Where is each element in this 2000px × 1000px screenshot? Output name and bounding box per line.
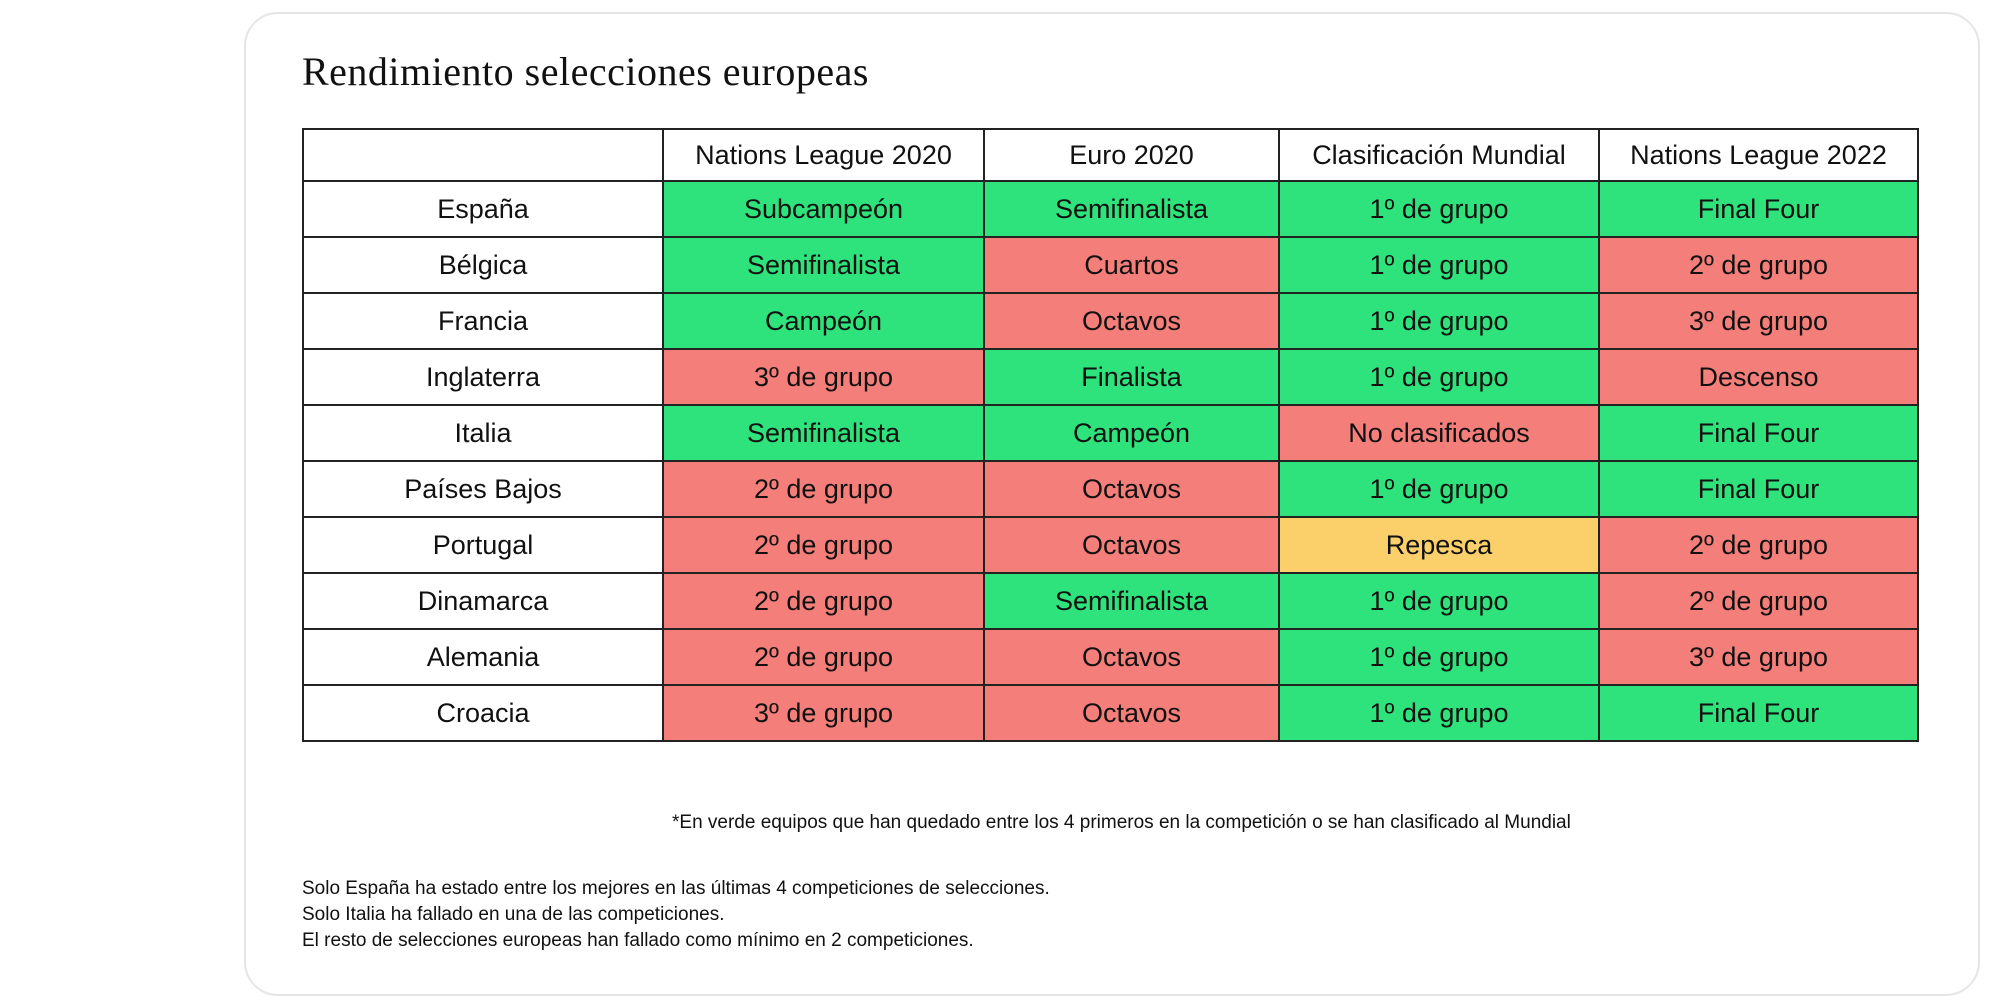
result-cell: 2º de grupo: [662, 460, 985, 518]
summary-line: El resto de selecciones europeas han fal…: [302, 930, 974, 951]
result-cell: 2º de grupo: [662, 516, 985, 574]
result-cell: 2º de grupo: [1598, 236, 1919, 294]
header-nations-league-2022: Nations League 2022: [1598, 128, 1919, 182]
header-clasificacion-mundial: Clasificación Mundial: [1278, 128, 1600, 182]
team-name: España: [302, 180, 664, 238]
result-cell: 2º de grupo: [662, 628, 985, 686]
result-cell: 2º de grupo: [1598, 572, 1919, 630]
table-row: Italia Semifinalista Campeón No clasific…: [302, 404, 1919, 462]
result-cell: Semifinalista: [662, 236, 985, 294]
team-name: Italia: [302, 404, 664, 462]
table-row: Alemania 2º de grupo Octavos 1º de grupo…: [302, 628, 1919, 686]
result-cell: 1º de grupo: [1278, 348, 1600, 406]
table-row: Dinamarca 2º de grupo Semifinalista 1º d…: [302, 572, 1919, 630]
result-cell: Octavos: [983, 292, 1280, 350]
team-name: Alemania: [302, 628, 664, 686]
result-cell: Semifinalista: [983, 572, 1280, 630]
table-row: Croacia 3º de grupo Octavos 1º de grupo …: [302, 684, 1919, 742]
result-cell: 1º de grupo: [1278, 236, 1600, 294]
header-nations-league-2020: Nations League 2020: [662, 128, 985, 182]
result-cell: 3º de grupo: [1598, 292, 1919, 350]
result-cell: 2º de grupo: [1598, 516, 1919, 574]
table-row: España Subcampeón Semifinalista 1º de gr…: [302, 180, 1919, 238]
result-cell: 1º de grupo: [1278, 292, 1600, 350]
result-cell: 1º de grupo: [1278, 180, 1600, 238]
result-cell: Cuartos: [983, 236, 1280, 294]
result-cell: Subcampeón: [662, 180, 985, 238]
header-euro-2020: Euro 2020: [983, 128, 1280, 182]
result-cell: 1º de grupo: [1278, 460, 1600, 518]
table-row: Francia Campeón Octavos 1º de grupo 3º d…: [302, 292, 1919, 350]
result-cell: Octavos: [983, 628, 1280, 686]
team-name: Países Bajos: [302, 460, 664, 518]
result-cell: Octavos: [983, 684, 1280, 742]
team-name: Dinamarca: [302, 572, 664, 630]
table-row: Países Bajos 2º de grupo Octavos 1º de g…: [302, 460, 1919, 518]
result-cell: Descenso: [1598, 348, 1919, 406]
result-cell: Final Four: [1598, 180, 1919, 238]
result-cell: 1º de grupo: [1278, 572, 1600, 630]
result-cell: Final Four: [1598, 460, 1919, 518]
result-cell: Semifinalista: [983, 180, 1280, 238]
result-cell: 3º de grupo: [662, 348, 985, 406]
footnote: *En verde equipos que han quedado entre …: [672, 812, 1571, 833]
summary-line: Solo Italia ha fallado en una de las com…: [302, 904, 725, 925]
result-cell: 1º de grupo: [1278, 684, 1600, 742]
page-title: Rendimiento selecciones europeas: [302, 49, 869, 94]
table-header-row: Nations League 2020 Euro 2020 Clasificac…: [302, 128, 1919, 182]
header-team: [302, 128, 664, 182]
table-row: Bélgica Semifinalista Cuartos 1º de grup…: [302, 236, 1919, 294]
team-name: Croacia: [302, 684, 664, 742]
team-name: Bélgica: [302, 236, 664, 294]
team-name: Francia: [302, 292, 664, 350]
table-row: Inglaterra 3º de grupo Finalista 1º de g…: [302, 348, 1919, 406]
result-cell: Semifinalista: [662, 404, 985, 462]
result-cell: 2º de grupo: [662, 572, 985, 630]
summary-text: Solo España ha estado entre los mejores …: [302, 876, 1050, 954]
team-name: Inglaterra: [302, 348, 664, 406]
result-cell: 3º de grupo: [1598, 628, 1919, 686]
result-cell: Campeón: [662, 292, 985, 350]
result-cell: 3º de grupo: [662, 684, 985, 742]
results-table: Nations League 2020 Euro 2020 Clasificac…: [302, 128, 1919, 742]
team-name: Portugal: [302, 516, 664, 574]
result-cell: Final Four: [1598, 404, 1919, 462]
summary-line: Solo España ha estado entre los mejores …: [302, 878, 1050, 899]
table-row: Portugal 2º de grupo Octavos Repesca 2º …: [302, 516, 1919, 574]
result-cell: Campeón: [983, 404, 1280, 462]
result-cell: Finalista: [983, 348, 1280, 406]
result-cell: 1º de grupo: [1278, 628, 1600, 686]
result-cell: Octavos: [983, 460, 1280, 518]
result-cell: Octavos: [983, 516, 1280, 574]
result-cell: Repesca: [1278, 516, 1600, 574]
result-cell: Final Four: [1598, 684, 1919, 742]
result-cell: No clasificados: [1278, 404, 1600, 462]
